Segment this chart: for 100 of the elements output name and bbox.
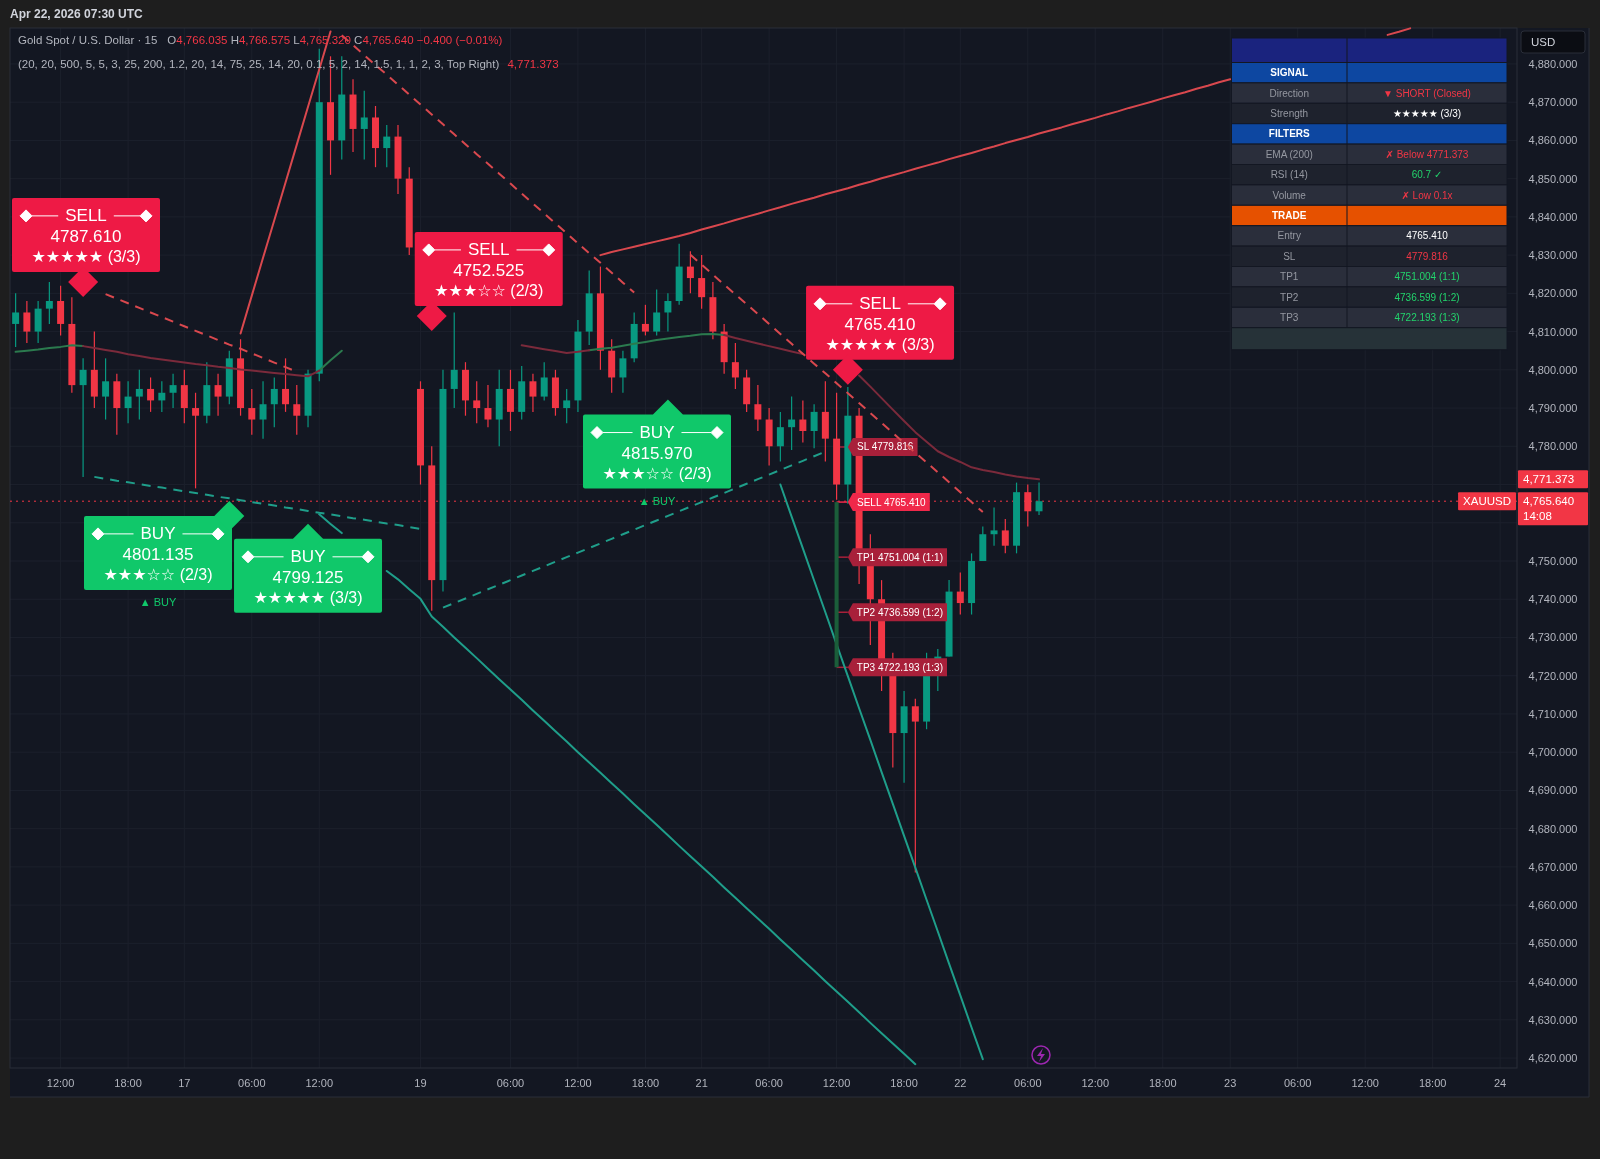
y-tick-label: 4,690.000 xyxy=(1528,784,1578,797)
annotation: SELL 4765.410 ★★★★★ (3/3) xyxy=(825,294,935,354)
annotation: BUY 4801.135 ★★★☆☆ (2/3) ▲ BUY xyxy=(103,524,213,608)
candlestick xyxy=(169,373,177,409)
x-tick-label: 12:00 xyxy=(46,1077,75,1089)
candlestick xyxy=(270,376,278,428)
candlestick xyxy=(754,384,762,432)
point xyxy=(214,500,245,531)
ref-line-label: TP1 4751.004 (1:1) xyxy=(856,551,944,563)
candlestick xyxy=(79,357,87,478)
category-label: SL xyxy=(1283,250,1296,262)
text: ▼ SHORT (Closed) xyxy=(1383,87,1471,99)
y-tick-label: 4,630.000 xyxy=(1528,1013,1578,1026)
candlestick xyxy=(383,124,391,168)
text: 60.7 ✓ xyxy=(1411,169,1443,181)
y-tick-label: 4,820.000 xyxy=(1528,287,1578,300)
candlestick xyxy=(664,292,672,333)
category-label: Direction xyxy=(1269,87,1309,99)
category-label: SIGNAL xyxy=(1270,67,1309,79)
candlestick xyxy=(1001,518,1009,554)
annotation: SELL 4787.610 ★★★★★ (3/3) xyxy=(31,206,141,266)
candlestick xyxy=(1035,482,1043,516)
candlestick xyxy=(529,373,537,413)
y-tick-label: 4,660.000 xyxy=(1528,899,1578,912)
candlestick xyxy=(293,384,301,436)
x-tick-label: 06:00 xyxy=(1283,1077,1312,1089)
y-tick-label: 4,730.000 xyxy=(1528,631,1578,644)
x-tick-label: 18:00 xyxy=(1148,1077,1177,1089)
candlestick xyxy=(563,388,571,424)
candlestick xyxy=(799,399,807,444)
candlestick xyxy=(641,304,649,337)
candlestick xyxy=(248,388,256,436)
category-label: Strength xyxy=(1270,108,1309,119)
candlestick xyxy=(956,571,964,616)
candlestick xyxy=(450,311,458,409)
x-tick-label: 18:00 xyxy=(114,1077,142,1089)
text: 4,771.373 xyxy=(1523,473,1575,486)
candlestick xyxy=(23,300,31,344)
candlestick xyxy=(653,288,661,337)
candlestick xyxy=(45,281,53,325)
y-tick-label: 4,850.000 xyxy=(1528,172,1578,185)
category-label: TP1 xyxy=(1280,271,1299,283)
category-label: RSI (14) xyxy=(1270,169,1308,181)
y-axis-title: USD xyxy=(1531,36,1556,48)
candlestick xyxy=(147,376,155,413)
x-tick-label: 22 xyxy=(954,1077,967,1089)
candlestick xyxy=(788,395,796,451)
y-tick-label: 4,810.000 xyxy=(1528,325,1578,338)
x-tick-label: 06:00 xyxy=(1014,1077,1042,1089)
candlestick xyxy=(180,369,188,424)
candlestick xyxy=(102,357,110,421)
candlestick xyxy=(731,342,739,390)
ref-line-label: TP3 4722.193 (1:3) xyxy=(856,661,944,673)
candlestick xyxy=(158,380,166,413)
y-tick-label: 4,650.000 xyxy=(1528,937,1578,950)
candlestick xyxy=(619,350,627,394)
annotation: 4,771.373 xyxy=(507,58,559,70)
annotation: BUY 4799.125 ★★★★★ (3/3) xyxy=(253,547,363,607)
candlestick xyxy=(506,369,514,432)
category-label: EMA (200) xyxy=(1265,148,1313,160)
candlestick xyxy=(360,90,368,161)
candlestick xyxy=(34,300,42,344)
text: 4,765.640 14:08 xyxy=(1523,495,1575,523)
y-tick-label: 4,780.000 xyxy=(1528,440,1578,453)
y-tick-label: 4,740.000 xyxy=(1528,593,1578,606)
category-label: FILTERS xyxy=(1268,128,1311,140)
ref-line-label: SELL 4765.410 xyxy=(857,496,927,508)
candlestick xyxy=(776,411,784,463)
y-tick-label: 4,880.000 xyxy=(1528,57,1578,70)
y-tick-label: 4,870.000 xyxy=(1528,96,1578,109)
category-label: Entry xyxy=(1277,230,1301,242)
y-tick-label: 4,620.000 xyxy=(1528,1052,1578,1065)
x-tick-label: 19 xyxy=(414,1077,427,1089)
x-tick-label: 06:00 xyxy=(755,1077,783,1089)
candlestick xyxy=(810,403,818,449)
candlestick xyxy=(214,373,222,417)
candlestick xyxy=(990,506,998,547)
y-tick-label: 4,710.000 xyxy=(1528,707,1578,720)
y-tick-label: 4,680.000 xyxy=(1528,822,1578,835)
y-tick-label: 4,670.000 xyxy=(1528,860,1578,873)
text: ✗ Below 4771.373 xyxy=(1385,148,1469,160)
candlestick xyxy=(686,250,694,294)
text: 4722.193 (1:3) xyxy=(1394,312,1460,323)
text: Gold Spot / U.S. Dollar · 15 xyxy=(18,34,158,46)
candlestick xyxy=(259,380,267,440)
annotation: SELL 4752.525 ★★★☆☆ (2/3) xyxy=(434,240,544,300)
category-label: Volume xyxy=(1272,189,1307,201)
candlestick xyxy=(12,292,20,348)
candlestick xyxy=(540,361,548,402)
candlestick xyxy=(698,254,706,310)
ref-line-label: XAUUSD xyxy=(1463,495,1512,508)
x-tick-label: 23 xyxy=(1224,1077,1237,1089)
x-tick-label: 12:00 xyxy=(1081,1077,1110,1089)
y-tick-label: 4,700.000 xyxy=(1528,746,1578,759)
y-tick-label: 4,840.000 xyxy=(1528,210,1578,223)
x-tick-label: 12:00 xyxy=(564,1077,592,1089)
text: 4751.004 (1:1) xyxy=(1394,271,1460,283)
y-tick-label: 4,720.000 xyxy=(1528,669,1578,682)
y-tick-label: 4,800.000 xyxy=(1528,363,1578,376)
x-tick-label: 12:00 xyxy=(822,1077,851,1089)
